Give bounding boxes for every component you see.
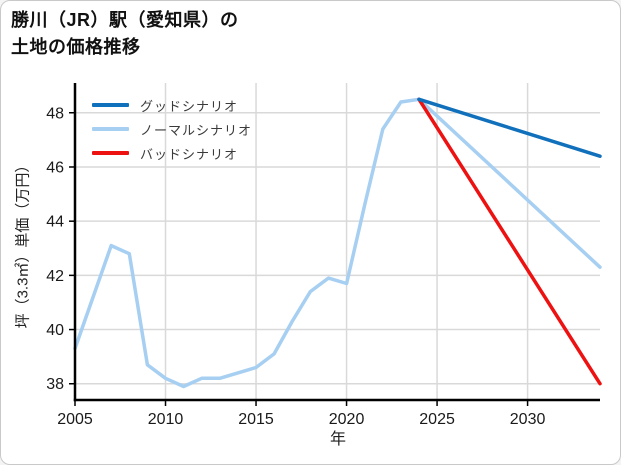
legend-item-normal: ノーマルシナリオ: [92, 117, 252, 141]
series-line-2: [417, 97, 602, 386]
y-tick-label: 38: [46, 376, 64, 393]
series-line-0: [417, 97, 602, 158]
y-tick-label: 46: [46, 159, 64, 176]
legend-label-bad: バッドシナリオ: [140, 146, 239, 162]
chart-title-line1: 勝川（JR）駅（愛知県）の: [11, 10, 239, 30]
y-tick-label: 42: [46, 268, 64, 285]
y-axis-label: 坪（3.3㎡）単価（万円）: [14, 157, 32, 329]
bad-scenario-line-swatch: [92, 151, 129, 155]
legend-item-bad: バッドシナリオ: [92, 141, 252, 165]
legend-item-good: グッドシナリオ: [92, 93, 252, 117]
x-tick-label: 2020: [329, 411, 365, 428]
chart-title: 勝川（JR）駅（愛知県）の 土地の価格推移: [11, 7, 239, 61]
chart-title-line2: 土地の価格推移: [11, 37, 141, 57]
legend: グッドシナリオ ノーマルシナリオ バッドシナリオ: [92, 93, 252, 165]
y-tick-label: 48: [46, 105, 64, 122]
good-scenario-line-swatch: [92, 103, 129, 107]
legend-label-normal: ノーマルシナリオ: [140, 122, 253, 138]
y-tick-label: 44: [46, 214, 64, 231]
legend-label-good: グッドシナリオ: [140, 98, 239, 114]
x-tick-label: 2010: [148, 411, 184, 428]
x-tick-label: 2005: [57, 411, 93, 428]
x-tick-label: 2025: [419, 411, 455, 428]
normal-scenario-line-swatch: [92, 127, 129, 131]
series-line-1: [73, 97, 602, 389]
x-axis-label: 年: [329, 431, 347, 448]
y-tick-label: 40: [46, 322, 64, 339]
x-tick-label: 2030: [510, 411, 546, 428]
x-tick-label: 2015: [238, 411, 274, 428]
